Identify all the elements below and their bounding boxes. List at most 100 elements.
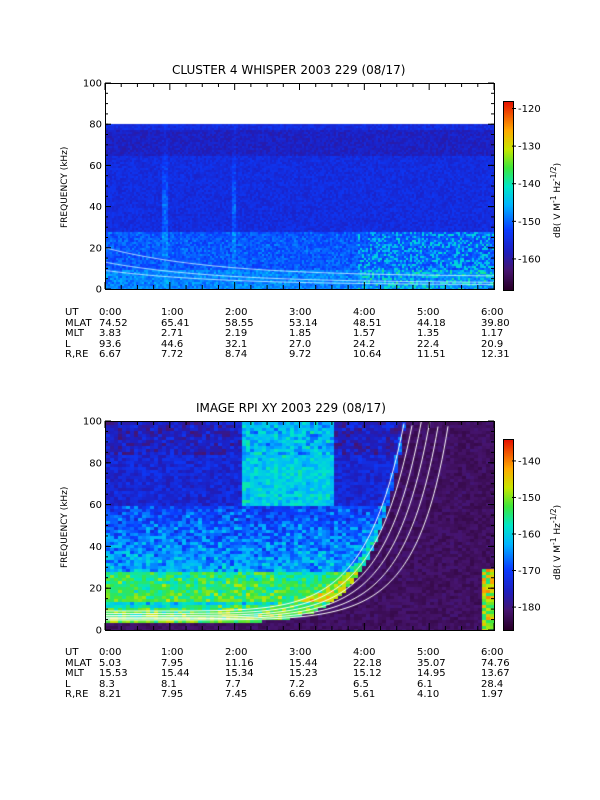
eph-cell: 0:00 (99, 647, 122, 658)
eph-cell: 7.2 (289, 678, 305, 690)
eph-cell: 15.53 (99, 668, 128, 679)
eph-cell: 10.64 (353, 349, 382, 360)
eph-cell: 44.6 (161, 338, 184, 350)
eph-cell: 4:00 (353, 307, 376, 318)
eph-cell: 1.57 (353, 328, 376, 339)
y-tick-label: 0 (96, 626, 102, 637)
panel2-colorbar-label: dB( V M-1 Hz-1/2) (549, 504, 563, 580)
eph-cell: 3.83 (99, 328, 122, 339)
eph-cell: 5:00 (417, 307, 440, 318)
eph-cell: 7.45 (225, 689, 248, 700)
eph-cell: 8.3 (99, 678, 115, 690)
eph-cell: 3:00 (289, 647, 312, 658)
y-tick-label: 100 (83, 417, 102, 428)
colorbar-tick-label: -160 (518, 254, 541, 265)
eph-cell: 12.31 (481, 349, 510, 360)
y-tick-label: 40 (89, 542, 102, 553)
panel1-spectrogram-image (106, 84, 494, 289)
y-tick-label: 40 (89, 202, 102, 213)
eph-cell: 22.18 (353, 657, 382, 669)
colorbar-tick-label: -120 (518, 104, 541, 115)
eph-cell: 8.74 (225, 349, 248, 360)
eph-cell: 22.4 (417, 338, 440, 350)
eph-cell: 4.10 (417, 689, 440, 700)
eph-label: MLAT (65, 657, 92, 669)
eph-cell: 5.61 (353, 689, 376, 700)
eph-cell: 48.51 (353, 317, 382, 329)
colorbar-tick-label: -150 (518, 493, 541, 504)
panel2-spectrogram (105, 421, 495, 631)
eph-label: UT (65, 647, 79, 658)
panel1-colorbar (503, 101, 514, 291)
eph-cell: 7.72 (161, 349, 184, 360)
eph-cell: 15.23 (289, 668, 318, 679)
eph-cell: 11.16 (225, 657, 254, 669)
eph-cell: 15.44 (289, 657, 318, 669)
eph-cell: 8.21 (99, 689, 122, 700)
eph-label: UT (65, 307, 79, 318)
eph-label: MLT (65, 668, 84, 679)
y-tick-label: 60 (89, 500, 102, 511)
eph-cell: 15.44 (161, 668, 190, 679)
eph-cell: 6.1 (417, 678, 433, 690)
eph-cell: 13.67 (481, 668, 510, 679)
eph-cell: 1.97 (481, 689, 504, 700)
eph-cell: 14.95 (417, 668, 446, 679)
eph-cell: 9.72 (289, 349, 312, 360)
panel2-axes: 0 20 40 60 80 100 (83, 417, 495, 637)
colorbar-tick-label: -140 (518, 456, 541, 467)
y-tick-label: 60 (89, 161, 102, 172)
eph-cell: 6:00 (481, 307, 504, 318)
eph-cell: 1:00 (161, 647, 184, 658)
eph-cell: 35.07 (417, 657, 446, 669)
eph-label: MLT (65, 328, 84, 339)
eph-cell: 1.17 (481, 328, 504, 339)
eph-cell: 27.0 (289, 338, 312, 350)
panel1-colorbar-label: dB( V M-1 Hz-1/2) (549, 162, 563, 238)
colorbar-tick-label: -130 (518, 142, 541, 153)
eph-cell: 1.85 (289, 328, 312, 339)
eph-cell: 4:00 (353, 647, 376, 658)
eph-cell: 74.76 (481, 657, 510, 669)
panel1-axes: 0 20 40 60 80 100 (83, 79, 495, 296)
eph-cell: 15.12 (353, 668, 382, 679)
eph-cell: 24.2 (353, 338, 376, 350)
panel2-ephemeris-table: UT 0:00 1:00 2:00 3:00 4:00 5:00 6:00 ML… (65, 647, 510, 701)
panel2-title: IMAGE RPI XY 2003 229 (08/17) (196, 401, 386, 415)
eph-cell: 20.9 (481, 338, 504, 350)
colorbar-tick-label: -140 (518, 179, 541, 190)
eph-cell: 58.55 (225, 317, 254, 329)
eph-cell: 0:00 (99, 307, 122, 318)
eph-cell: 7.95 (161, 689, 184, 700)
y-tick-label: 0 (96, 285, 102, 296)
eph-cell: 1:00 (161, 307, 184, 318)
eph-label: R,RE (65, 689, 89, 700)
y-tick-label: 20 (89, 584, 102, 595)
eph-cell: 8.1 (161, 678, 177, 690)
panel2-colorbar-axis: -140 -150 -160 -170 -180 (512, 456, 541, 614)
eph-cell: 2:00 (225, 307, 248, 318)
eph-cell: 74.52 (99, 317, 128, 329)
eph-cell: 53.14 (289, 317, 318, 329)
y-tick-label: 20 (89, 243, 102, 254)
eph-cell: 5:00 (417, 647, 440, 658)
panel2-colorbar (503, 439, 514, 631)
eph-cell: 2.71 (161, 328, 184, 339)
panel1-ephemeris-table: UT 0:00 1:00 2:00 3:00 4:00 5:00 6:00 ML… (65, 307, 510, 361)
panel2-spectrogram-image (106, 422, 494, 630)
eph-label: L (65, 338, 71, 350)
eph-cell: 2:00 (225, 647, 248, 658)
eph-cell: 28.4 (481, 678, 504, 690)
eph-cell: 65.41 (161, 317, 190, 329)
eph-cell: 11.51 (417, 349, 446, 360)
eph-cell: 44.18 (417, 317, 446, 329)
eph-cell: 93.6 (99, 338, 122, 350)
eph-cell: 6.5 (353, 678, 369, 690)
eph-cell: 3:00 (289, 307, 312, 318)
eph-cell: 7.95 (161, 657, 184, 669)
panel1-spectrogram (105, 83, 495, 290)
colorbar-tick-label: -150 (518, 217, 541, 228)
eph-cell: 5.03 (99, 657, 122, 669)
y-tick-label: 80 (89, 458, 102, 469)
panel1-colorbar-axis: -120 -130 -140 -150 -160 (512, 104, 541, 265)
